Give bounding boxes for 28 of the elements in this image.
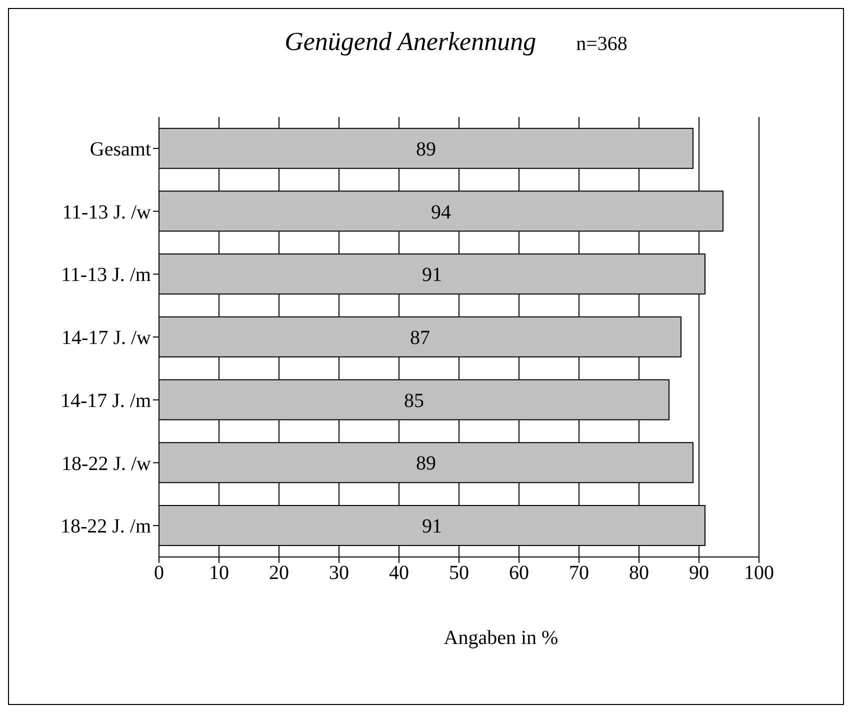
data-label: 94: [431, 201, 451, 224]
data-label: 91: [422, 516, 442, 538]
x-axis-title: Angaben in %: [442, 627, 560, 650]
x-tick-label: 100: [744, 562, 774, 584]
data-label: 91: [422, 264, 442, 286]
x-tick-label: 0: [154, 562, 164, 584]
y-tick-label: 11-13 J. /m: [61, 264, 152, 286]
x-tick-label: 60: [509, 562, 529, 584]
x-tick-label: 30: [329, 562, 349, 584]
x-tick-label: 40: [389, 562, 409, 584]
y-tick-label: 18-22 J. /m: [60, 516, 152, 538]
data-label: 87: [410, 326, 430, 349]
x-tick-label: 10: [209, 562, 229, 584]
x-tick-label: 50: [449, 562, 469, 584]
data-label: 89: [416, 452, 436, 475]
y-tick-label: 11-13 J. /w: [62, 201, 152, 224]
y-tick-label: 18-22 J. /w: [62, 452, 152, 475]
chart-title: Genügend Anerkennung: [284, 27, 536, 57]
y-tick-label: Gesamt: [90, 138, 152, 161]
x-tick-label: 90: [689, 562, 709, 584]
x-tick-label: 20: [269, 562, 289, 584]
x-tick-label: 70: [569, 562, 589, 584]
data-label: 85: [404, 390, 424, 412]
y-tick-label: 14-17 J. /w: [62, 327, 152, 350]
text: n=368: [576, 33, 628, 56]
x-tick-label: 80: [629, 562, 649, 584]
data-label: 89: [416, 138, 436, 160]
y-tick-label: 14-17 J. /m: [60, 390, 152, 412]
